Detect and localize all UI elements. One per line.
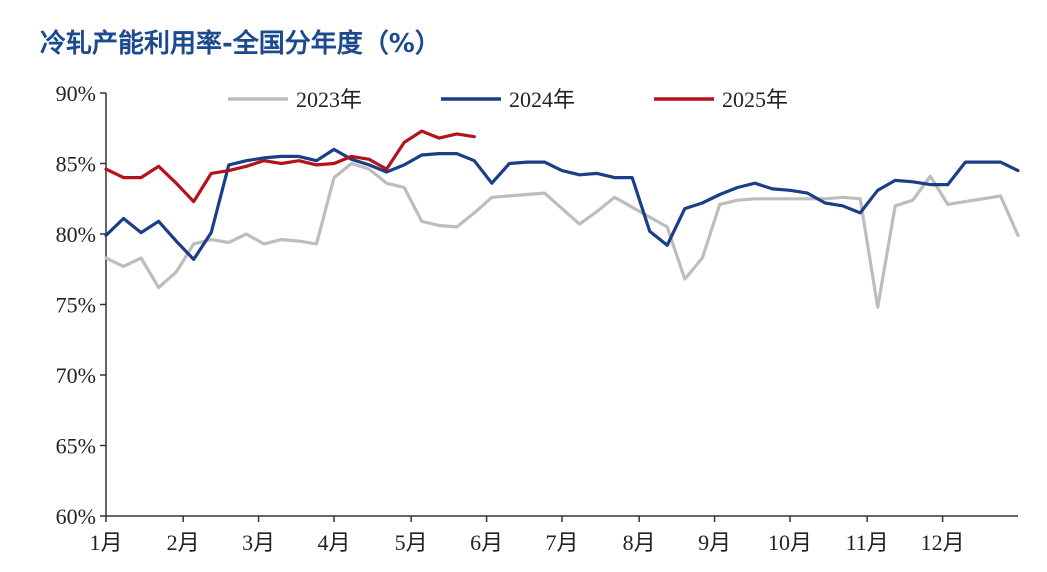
legend: 2023年 2024年 2025年	[228, 87, 788, 112]
chart-title: 冷轧产能利用率-全国分年度（%）	[40, 28, 441, 59]
y-tick-label: 70%	[56, 363, 96, 388]
x-tick-label: 2月	[167, 530, 200, 555]
x-tick-label: 11月	[846, 530, 889, 555]
y-tick-label: 80%	[56, 222, 96, 247]
y-tick-label: 75%	[56, 293, 96, 318]
legend-label-2: 2024年	[509, 87, 575, 112]
y-tick-label: 60%	[56, 504, 96, 529]
x-tick-label: 9月	[698, 530, 731, 555]
axes: 60% 65% 70% 75% 80% 85% 90% 1月 2月 3月 4月 5月 6月 7月 8月 9月 1…	[56, 81, 1018, 555]
x-tick-label: 5月	[395, 530, 428, 555]
x-tick-label: 6月	[470, 530, 503, 555]
series-line-3	[104, 129, 476, 204]
y-tick-label: 65%	[56, 434, 96, 459]
x-tick-label: 8月	[623, 530, 656, 555]
legend-label-3: 2025年	[722, 87, 788, 112]
series-layer	[104, 129, 1020, 309]
x-tick-label: 7月	[545, 530, 578, 555]
series-line-1	[104, 161, 1020, 309]
y-tick-label: 85%	[56, 152, 96, 177]
x-tick-label: 1月	[89, 530, 122, 555]
x-tick-label: 4月	[317, 530, 350, 555]
legend-label-1: 2023年	[296, 87, 362, 112]
x-tick-label: 3月	[242, 530, 275, 555]
x-tick-label: 10月	[768, 530, 812, 555]
y-tick-label: 90%	[56, 81, 96, 106]
x-tick-label: 12月	[921, 530, 965, 555]
series-line-2	[104, 147, 1020, 261]
